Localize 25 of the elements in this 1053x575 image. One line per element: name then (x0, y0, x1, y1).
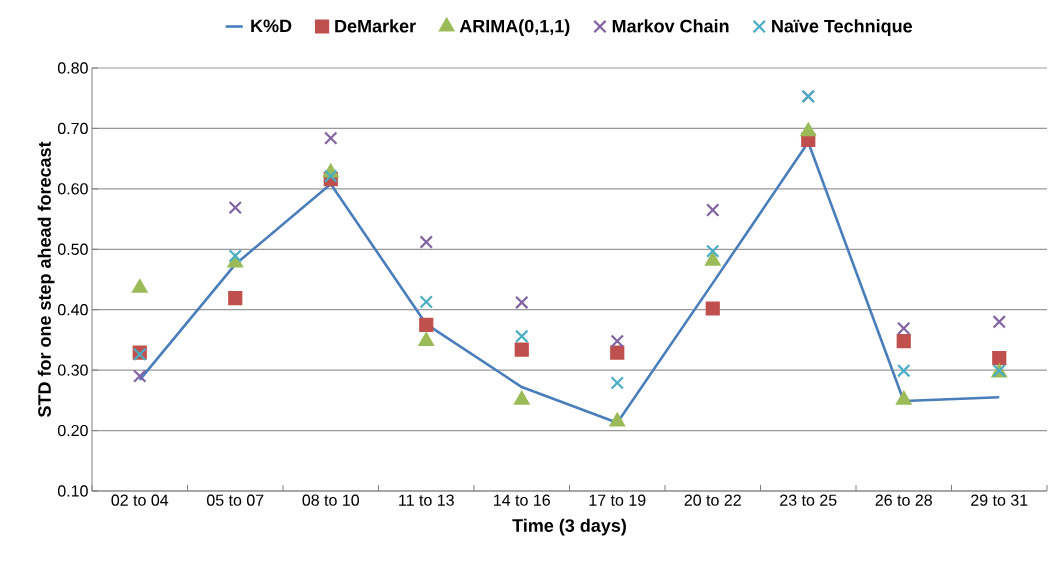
x-tick-label: 29 to 31 (971, 494, 1028, 506)
y-tick-label: 0.10 (57, 485, 88, 497)
legend-label: DeMarker (335, 19, 416, 33)
legend-label: Markov Chain (612, 19, 729, 33)
y-tick-label: 0.30 (57, 364, 88, 376)
y-tick-label: 0.40 (57, 304, 88, 316)
x-tick-label: 23 to 25 (780, 494, 837, 506)
y-axis-title: STD for one step ahead forecast (37, 141, 55, 417)
x-axis-title: Time (3 days) (512, 518, 626, 536)
legend-label: Naïve Technique (772, 19, 913, 37)
x-tick-label: 20 to 22 (684, 494, 741, 506)
x-tick-label: 08 to 10 (302, 494, 360, 506)
y-tick-label: 0.80 (57, 62, 88, 74)
y-tick-label: 0.70 (57, 122, 88, 135)
legend-label: K%D (251, 19, 292, 33)
x-tick-label: 26 to 28 (875, 494, 932, 506)
x-tick-label: 05 to 07 (206, 494, 264, 506)
x-tick-label: 02 to 04 (111, 494, 169, 506)
x-tick-label: 17 to 19 (589, 494, 646, 506)
y-tick-label: 0.50 (57, 243, 88, 255)
y-tick-label: 0.20 (57, 424, 88, 437)
y-tick-label: 0.60 (57, 183, 88, 195)
x-tick-label: 11 to 13 (399, 494, 454, 506)
x-tick-label: 14 to 16 (494, 494, 550, 506)
legend-label: ARIMA(0,1,1) (459, 19, 570, 37)
